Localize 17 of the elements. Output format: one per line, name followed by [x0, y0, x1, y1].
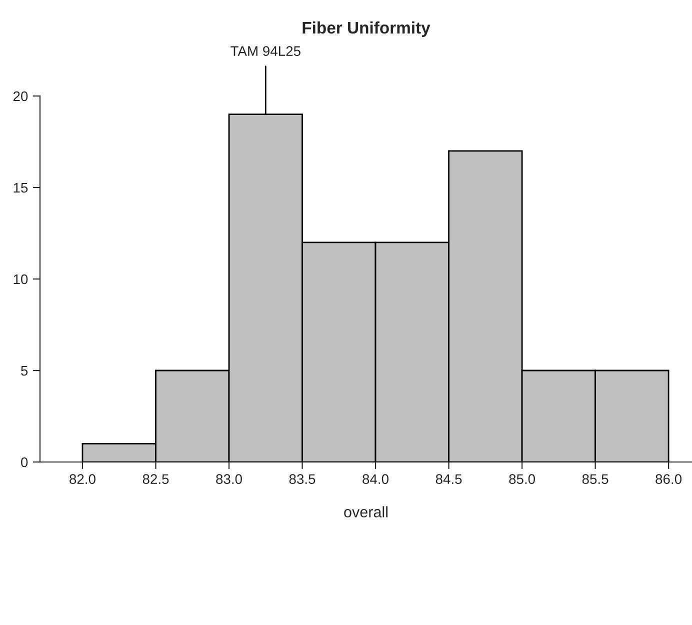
x-tick-label: 83.5	[289, 474, 316, 484]
chart-title: Fiber Uniformity	[302, 21, 430, 37]
x-tick-label: 84.5	[436, 474, 462, 484]
y-tick-label: 5	[21, 366, 28, 376]
x-tick-label: 82.0	[70, 474, 96, 484]
x-tick-label: 85.0	[509, 474, 536, 484]
y-tick-label: 10	[14, 274, 28, 284]
x-tick-label: 85.5	[582, 474, 608, 484]
x-tick-label: 86.0	[656, 474, 682, 484]
y-tick-label: 20	[13, 91, 28, 102]
x-tick-label: 82.5	[142, 474, 169, 484]
x-tick-label: 83.0	[216, 474, 242, 484]
annotation: TAM 94L25	[230, 46, 300, 56]
x-tick-label: 84.0	[362, 474, 388, 484]
y-tick-label: 15	[14, 182, 28, 193]
y-tick-label: 0	[21, 457, 28, 468]
x-axis-title: overall	[344, 506, 388, 518]
